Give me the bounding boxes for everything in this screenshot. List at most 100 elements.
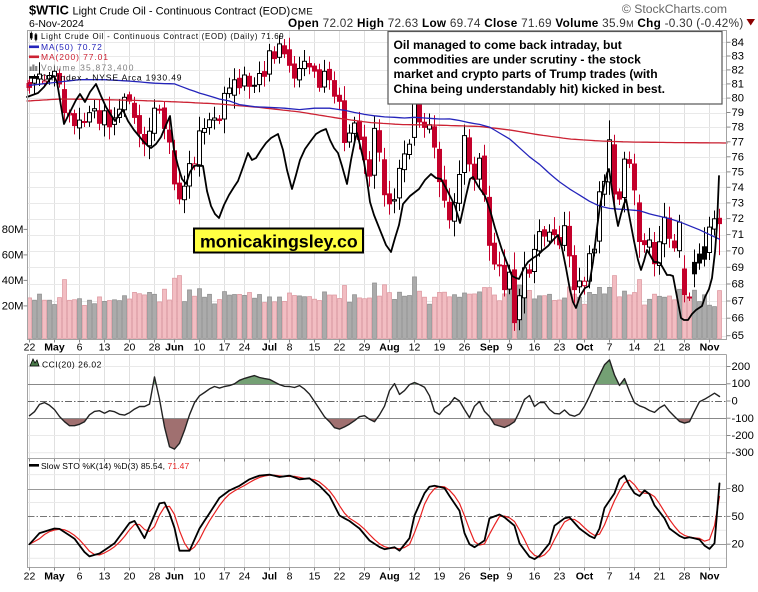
svg-text:Sep: Sep <box>480 571 499 583</box>
svg-text:10: 10 <box>194 571 206 583</box>
svg-text:7: 7 <box>607 571 613 583</box>
svg-text:12: 12 <box>409 571 421 583</box>
svg-text:28: 28 <box>679 571 691 583</box>
svg-text:Slow STO %K(14) %D(3) 85.54, 7: Slow STO %K(14) %D(3) 85.54, 71.47 <box>41 461 189 471</box>
svg-text:Aug: Aug <box>379 342 399 354</box>
svg-text:24: 24 <box>239 571 251 583</box>
svg-text:24: 24 <box>239 342 251 354</box>
svg-text:monicakingsley.co: monicakingsley.co <box>200 231 358 251</box>
svg-text:71: 71 <box>732 229 744 241</box>
svg-text:6: 6 <box>77 342 83 354</box>
svg-text:26: 26 <box>459 571 471 583</box>
svg-text:market and crypto parts of Tru: market and crypto parts of Trump trades … <box>394 67 658 81</box>
svg-text:Aug: Aug <box>379 571 399 583</box>
svg-text:8: 8 <box>287 571 293 583</box>
svg-text:Open 72.02 High 72.63 Low 69.7: Open 72.02 High 72.63 Low 69.74 Close 71… <box>288 17 744 30</box>
svg-text:79: 79 <box>732 107 744 119</box>
svg-text:80M: 80M <box>2 224 24 236</box>
svg-text:6: 6 <box>77 571 83 583</box>
svg-text:28: 28 <box>149 342 161 354</box>
svg-text:73: 73 <box>732 197 744 209</box>
svg-text:77: 77 <box>732 136 744 148</box>
svg-text:Oil managed to come back intra: Oil managed to come back intraday, but <box>394 38 622 52</box>
svg-text:69: 69 <box>732 262 744 274</box>
svg-text:100: 100 <box>732 378 751 390</box>
svg-text:29: 29 <box>359 342 371 354</box>
svg-text:70: 70 <box>732 245 744 257</box>
svg-text:14: 14 <box>629 571 641 583</box>
svg-text:9: 9 <box>507 571 513 583</box>
svg-text:12: 12 <box>409 342 421 354</box>
svg-text:CME: CME <box>291 7 313 18</box>
svg-text:Oct: Oct <box>576 571 594 583</box>
svg-text:28: 28 <box>679 342 691 354</box>
svg-text:80: 80 <box>732 93 744 105</box>
svg-text:22: 22 <box>334 342 346 354</box>
svg-text:-200: -200 <box>732 430 754 442</box>
svg-text:19: 19 <box>434 342 446 354</box>
svg-text:Oil Index - NYSE Arca 1930.49: Oil Index - NYSE Arca 1930.49 <box>41 73 182 83</box>
svg-text:80: 80 <box>732 483 744 495</box>
svg-text:commodities are under scrutiny: commodities are under scrutiny - the sto… <box>394 53 642 67</box>
svg-text:China being understandably hit: China being understandably hit) kicked i… <box>394 82 665 96</box>
svg-text:28: 28 <box>149 571 161 583</box>
svg-text:76: 76 <box>732 151 744 163</box>
svg-text:17: 17 <box>219 342 231 354</box>
svg-text:23: 23 <box>554 342 566 354</box>
svg-text:15: 15 <box>309 342 321 354</box>
svg-text:Nov: Nov <box>700 571 720 583</box>
svg-text:66: 66 <box>732 313 744 325</box>
svg-text:6-Nov-2024: 6-Nov-2024 <box>29 18 84 30</box>
svg-text:78: 78 <box>732 122 744 134</box>
svg-text:MA(200) 77.01: MA(200) 77.01 <box>41 52 109 62</box>
svg-text:9: 9 <box>507 342 513 354</box>
svg-text:67: 67 <box>732 296 744 308</box>
svg-text:22: 22 <box>24 571 36 583</box>
svg-text:© StockCharts.com: © StockCharts.com <box>622 2 727 16</box>
svg-text:May: May <box>44 342 65 354</box>
svg-text:17: 17 <box>219 571 231 583</box>
svg-text:19: 19 <box>434 571 446 583</box>
svg-text:20M: 20M <box>2 300 24 312</box>
svg-text:$WTIC: $WTIC <box>29 3 69 18</box>
svg-text:Oct: Oct <box>576 342 594 354</box>
svg-text:CCI(20) 26.02: CCI(20) 26.02 <box>42 360 102 370</box>
svg-text:15: 15 <box>309 571 321 583</box>
svg-text:May: May <box>44 571 65 583</box>
svg-text:23: 23 <box>554 571 566 583</box>
svg-text:7: 7 <box>607 342 613 354</box>
svg-text:8: 8 <box>287 342 293 354</box>
svg-text:81: 81 <box>732 78 744 90</box>
svg-text:0: 0 <box>732 396 738 408</box>
svg-text:82: 82 <box>732 64 744 76</box>
svg-text:20: 20 <box>124 342 136 354</box>
svg-text:21: 21 <box>654 571 666 583</box>
svg-text:-100: -100 <box>732 413 754 425</box>
svg-text:14: 14 <box>629 342 641 354</box>
svg-text:74: 74 <box>732 182 744 194</box>
svg-text:26: 26 <box>459 342 471 354</box>
svg-text:Jul: Jul <box>262 571 277 583</box>
svg-text:83: 83 <box>732 51 744 63</box>
svg-text:Jul: Jul <box>262 342 277 354</box>
svg-text:13: 13 <box>99 571 111 583</box>
svg-text:20: 20 <box>732 539 744 551</box>
svg-text:50: 50 <box>732 511 744 523</box>
svg-text:16: 16 <box>529 342 541 354</box>
svg-text:75: 75 <box>732 166 744 178</box>
svg-text:Light Crude Oil - Continuous C: Light Crude Oil - Continuous Contract (E… <box>41 32 284 41</box>
svg-text:29: 29 <box>359 571 371 583</box>
svg-text:Jun: Jun <box>165 342 184 354</box>
svg-text:16: 16 <box>529 571 541 583</box>
svg-text:68: 68 <box>732 279 744 291</box>
svg-text:Light Crude Oil - Continuous C: Light Crude Oil - Continuous Contract (E… <box>73 6 291 18</box>
svg-text:60M: 60M <box>2 249 24 261</box>
svg-text:22: 22 <box>334 571 346 583</box>
svg-text:Jun: Jun <box>165 571 184 583</box>
svg-text:65: 65 <box>732 330 744 342</box>
svg-text:Volume 35,873,400: Volume 35,873,400 <box>41 63 135 73</box>
svg-text:-300: -300 <box>732 447 754 459</box>
svg-text:22: 22 <box>24 342 36 354</box>
svg-text:21: 21 <box>654 342 666 354</box>
svg-text:Sep: Sep <box>480 342 499 354</box>
